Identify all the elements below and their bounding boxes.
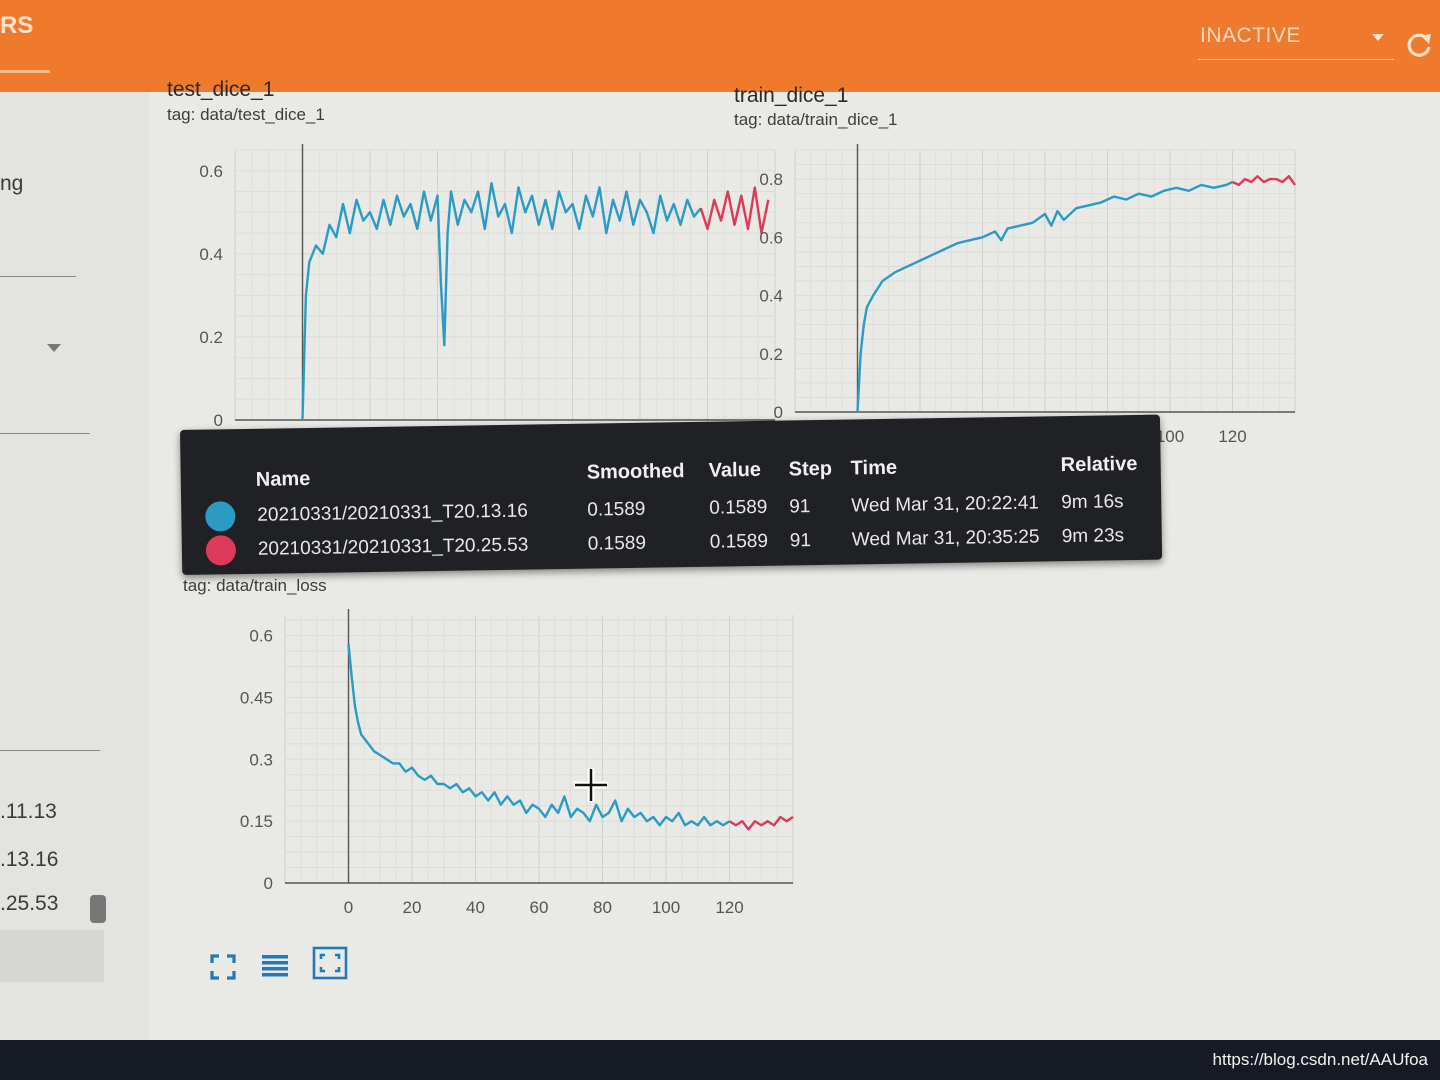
tooltip-header-value: Value — [708, 458, 762, 482]
y-tick-label: 0.4 — [199, 245, 223, 264]
top-bar: RS INACTIVE — [0, 0, 1440, 92]
y-tick-label: 0 — [774, 403, 783, 422]
grid — [234, 149, 776, 421]
series-line-run1[interactable] — [301, 182, 702, 421]
sidebar-footer — [0, 930, 104, 982]
sidebar-run-item[interactable]: .25.53 — [0, 892, 59, 915]
x-tick-label: 100 — [652, 898, 680, 917]
sidebar: ng .11.13 .13.16 .25.53 — [0, 92, 150, 1040]
sidebar-scroll-handle[interactable] — [90, 895, 106, 923]
tooltip-relative: 9m 16s — [1061, 491, 1124, 514]
grid — [284, 615, 794, 884]
tooltip-header-relative: Relative — [1060, 452, 1138, 477]
series-line-run1[interactable] — [347, 643, 731, 827]
tooltip-header-smoothed: Smoothed — [586, 460, 685, 484]
tooltip-value: 0.1589 — [709, 496, 768, 519]
fullscreen-icon[interactable] — [208, 952, 238, 982]
y-tick-label: 0.8 — [759, 170, 783, 189]
series-line-run2[interactable] — [728, 815, 794, 831]
tooltip-smoothed: 0.1589 — [587, 532, 647, 555]
y-tick-label: 0.4 — [759, 287, 783, 306]
y-tick-label: 0.6 — [199, 162, 223, 181]
y-tick-label: 0.6 — [759, 228, 783, 247]
divider — [0, 276, 76, 277]
x-tick-label: 40 — [466, 898, 485, 917]
x-tick-label: 120 — [715, 898, 743, 917]
chart-tag: tag: data/train_dice_1 — [734, 110, 898, 129]
y-tick-label: 0 — [214, 411, 223, 430]
y-tick-label: 0 — [264, 874, 273, 893]
sidebar-run-item[interactable]: .13.16 — [0, 848, 59, 871]
x-tick-label: 60 — [530, 898, 549, 917]
x-tick-label: 20 — [403, 898, 422, 917]
chart-title: test_dice_1 — [167, 78, 275, 101]
y-tick-label: 0.2 — [199, 328, 223, 347]
series-line-run1[interactable] — [856, 180, 1234, 413]
y-tick-label: 0.6 — [249, 627, 273, 646]
tooltip-header-step: Step — [788, 457, 833, 481]
x-tick-label: 80 — [593, 898, 612, 917]
chart-train-loss[interactable]: 0 0.15 0.3 0.45 0.6 0 20 40 60 80 100 120 — [225, 605, 794, 935]
brand-fragment: RS — [0, 12, 34, 39]
y-tick-label: 0.3 — [249, 750, 273, 769]
tooltip-time: Wed Mar 31, 20:35:25 — [851, 526, 1040, 551]
tooltip-header-name: Name — [255, 467, 311, 491]
series-line-run2[interactable] — [699, 186, 770, 235]
divider — [0, 433, 90, 434]
chevron-down-icon[interactable] — [47, 344, 61, 352]
tooltip-time: Wed Mar 31, 20:22:41 — [851, 492, 1040, 517]
sidebar-fragment-label: ng — [0, 172, 24, 195]
series-swatch-run1 — [205, 501, 236, 532]
y-tick-label: 0.15 — [240, 812, 273, 831]
list-icon[interactable] — [260, 950, 290, 980]
chart-tag: tag: data/train_loss — [183, 576, 327, 595]
crosshair-cursor-icon — [574, 768, 608, 802]
chart-title: train_dice_1 — [734, 84, 849, 107]
y-tick-label: 0.45 — [240, 688, 273, 707]
tensorboard-screen: RS INACTIVE ng .11.13 .13.16 .25.53 test… — [0, 0, 1440, 1040]
tooltip-header-time: Time — [850, 456, 898, 480]
series-line-run2[interactable] — [1231, 175, 1296, 187]
fit-domain-icon[interactable] — [312, 946, 348, 980]
tooltip-step: 91 — [789, 496, 811, 518]
hover-tooltip: Name Smoothed Value Step Time Relative 2… — [180, 414, 1163, 575]
active-tab-indicator — [0, 70, 50, 73]
x-tick-label: 100 — [1156, 427, 1184, 446]
tooltip-smoothed: 0.1589 — [587, 498, 646, 521]
reload-icon[interactable] — [1404, 30, 1434, 60]
run-status-dropdown[interactable]: INACTIVE — [1198, 20, 1394, 60]
chart-tag: tag: data/test_dice_1 — [167, 105, 325, 124]
run-status-value: INACTIVE — [1200, 24, 1301, 47]
chevron-down-icon — [1372, 34, 1384, 41]
tooltip-value: 0.1589 — [709, 530, 769, 553]
sidebar-run-item[interactable]: .11.13 — [0, 800, 57, 823]
tooltip-run-name: 20210331/20210331_T20.25.53 — [257, 534, 529, 560]
watermark: https://blog.csdn.net/AAUfoa — [1212, 1050, 1428, 1069]
monitor-bezel — [0, 1040, 1440, 1080]
y-tick-label: 0.2 — [759, 345, 783, 364]
divider — [0, 750, 100, 751]
x-tick-label: 0 — [344, 898, 353, 917]
tooltip-run-name: 20210331/20210331_T20.13.16 — [257, 500, 528, 526]
tooltip-relative: 9m 23s — [1061, 525, 1125, 548]
x-tick-label: 120 — [1218, 427, 1246, 446]
tooltip-step: 91 — [789, 530, 812, 552]
chart-train-dice[interactable]: 00.20.40.60.8020406080100120 — [745, 140, 1296, 460]
grid — [794, 149, 1296, 413]
series-swatch-run2 — [205, 535, 237, 566]
